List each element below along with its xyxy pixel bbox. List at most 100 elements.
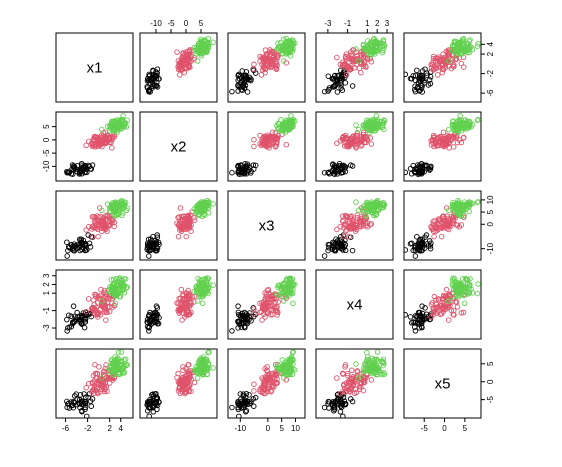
data-point [278, 365, 284, 372]
data-point [204, 371, 210, 378]
data-point [197, 46, 204, 53]
data-point [264, 368, 270, 375]
data-point [363, 134, 370, 140]
data-point [89, 162, 96, 168]
data-point [146, 88, 152, 95]
data-point [109, 145, 115, 151]
data-point [348, 225, 354, 231]
data-point [334, 140, 340, 147]
data-point [197, 368, 204, 375]
data-point [112, 124, 118, 130]
data-point [267, 296, 274, 303]
data-point [354, 212, 361, 218]
panel-points-x2-x3 [229, 113, 298, 177]
data-point [107, 284, 113, 290]
panel-frame-x2-x2 [139, 111, 218, 182]
variable-label-x1: x1 [87, 60, 103, 77]
x-tick-label-x3: 10 [291, 424, 300, 433]
data-point [348, 135, 355, 142]
data-point [238, 80, 244, 86]
data-point [354, 369, 361, 375]
data-point [354, 214, 361, 221]
data-point [113, 275, 120, 282]
data-point [457, 113, 463, 119]
x-tick-label-x1: -2 [84, 424, 92, 433]
panel-frame-x3-x1 [55, 190, 134, 261]
data-point [367, 48, 373, 54]
data-point [184, 52, 190, 58]
data-point [282, 293, 288, 299]
data-point [435, 55, 441, 62]
data-point [353, 389, 360, 396]
data-point [454, 304, 461, 310]
data-point [175, 58, 182, 64]
data-point [429, 299, 436, 306]
data-point [449, 215, 456, 221]
data-point [368, 141, 375, 147]
data-point [199, 300, 206, 307]
data-point [350, 217, 356, 223]
data-point [348, 226, 355, 232]
data-point [340, 413, 346, 418]
data-point [180, 374, 186, 381]
data-point [340, 213, 346, 219]
data-point [242, 319, 248, 325]
panel-frame-x2-x5 [403, 111, 482, 182]
data-point [146, 312, 153, 318]
data-point [347, 226, 353, 232]
x-tick-label-x4: 3 [385, 19, 390, 28]
data-point [407, 241, 414, 247]
data-point [280, 58, 287, 64]
data-point [269, 129, 276, 135]
data-point [183, 64, 189, 71]
data-point [271, 384, 277, 390]
data-point [342, 362, 349, 368]
data-point [64, 169, 70, 176]
data-point [469, 46, 476, 53]
data-point [352, 379, 359, 385]
data-point [461, 124, 467, 131]
data-point [98, 286, 104, 293]
data-point [332, 82, 339, 89]
data-point [236, 169, 242, 176]
panel-points-x5-x4 [321, 349, 388, 418]
data-point [350, 381, 356, 388]
data-point [418, 248, 424, 254]
data-point [70, 320, 77, 326]
data-point [355, 207, 362, 214]
data-point [91, 224, 98, 231]
data-point [430, 305, 436, 312]
data-point [475, 40, 481, 47]
data-point [150, 391, 156, 397]
data-point [355, 58, 362, 64]
data-point [459, 38, 466, 45]
data-point [280, 298, 287, 304]
data-point [147, 72, 153, 79]
y-tick-label-x3: -10 [486, 242, 495, 254]
data-point [106, 375, 112, 382]
data-point [341, 233, 347, 240]
data-point [257, 388, 263, 395]
x-tick-label-x4: 2 [375, 19, 380, 28]
data-point [332, 399, 338, 405]
data-point [352, 143, 359, 150]
data-point [452, 56, 459, 63]
data-point [410, 319, 416, 325]
data-point [286, 292, 292, 299]
data-point [104, 309, 110, 316]
data-point [92, 134, 98, 141]
variable-label-x5: x5 [435, 376, 451, 393]
data-point [290, 116, 296, 123]
data-point [355, 126, 362, 133]
data-point [435, 304, 441, 310]
data-point [419, 319, 425, 325]
x-tick-label-x2: -5 [167, 19, 175, 28]
data-point [85, 380, 92, 387]
data-point [419, 303, 425, 309]
panel-points-x2-x1 [64, 113, 130, 177]
data-point [177, 205, 184, 211]
data-point [194, 298, 201, 304]
data-point [474, 290, 481, 297]
data-point [348, 384, 355, 391]
data-point [422, 305, 428, 311]
